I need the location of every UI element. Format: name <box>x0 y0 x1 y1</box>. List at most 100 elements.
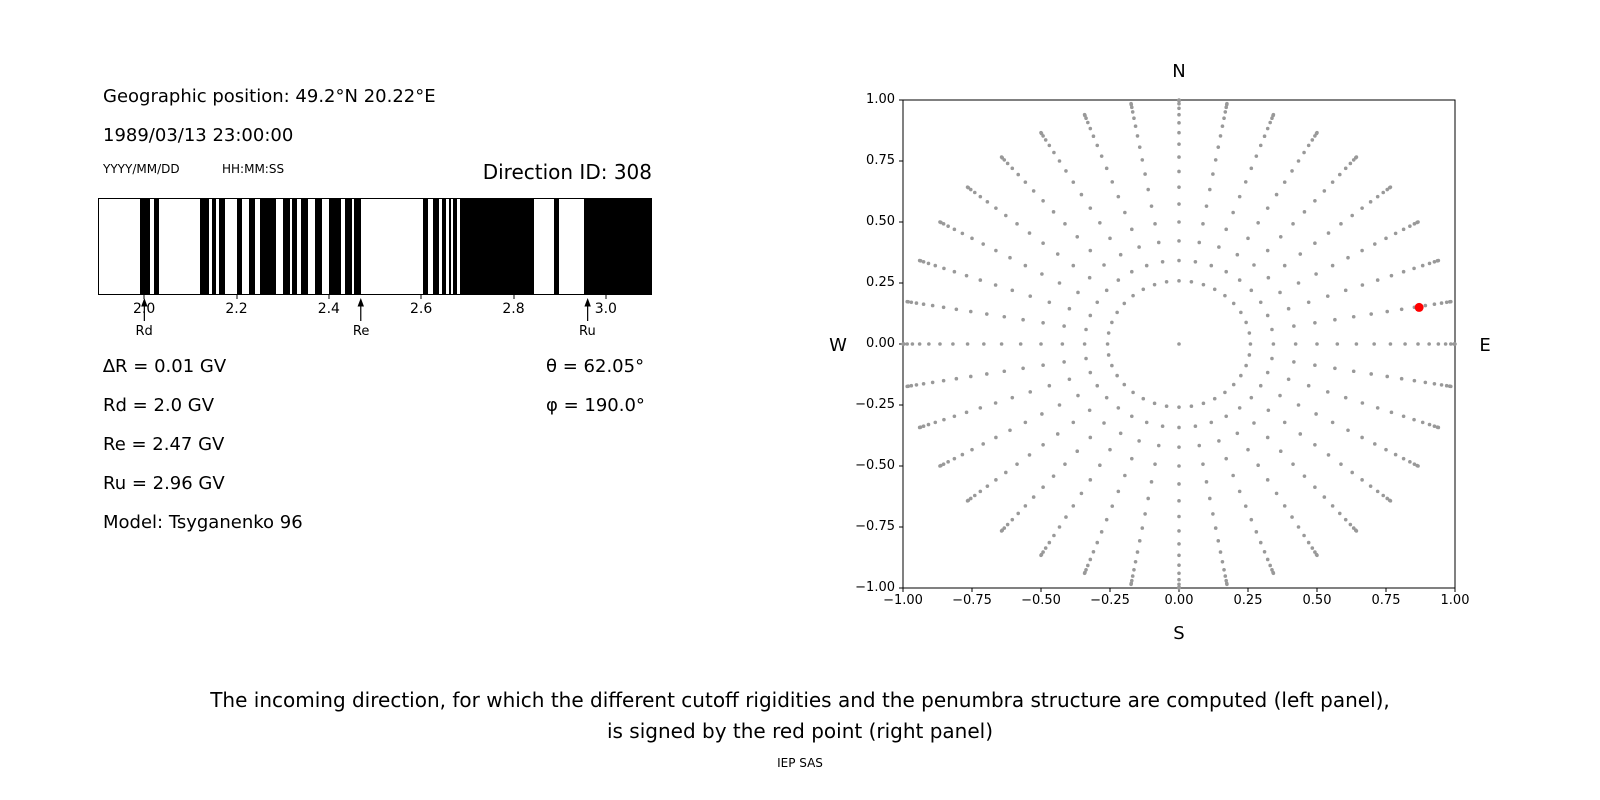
direction-grid-point <box>1021 366 1025 371</box>
direction-grid-point <box>1337 511 1342 516</box>
direction-grid-point <box>1224 414 1228 419</box>
direction-grid-point <box>1282 180 1287 184</box>
direction-grid-point <box>1122 382 1127 387</box>
direction-grid-point <box>1265 557 1270 562</box>
direction-grid-point <box>1339 222 1343 226</box>
direction-grid-point <box>1381 190 1386 195</box>
direction-grid-point <box>1351 369 1356 374</box>
direction-grid-point <box>1217 439 1221 443</box>
direction-grid-point <box>1306 383 1311 388</box>
direction-grid-point <box>1315 130 1319 135</box>
direction-grid-point <box>1115 373 1119 378</box>
direction-grid-point <box>1427 422 1432 427</box>
direction-grid-point <box>1027 453 1032 457</box>
direction-grid-point <box>1223 390 1227 395</box>
direction-grid-point <box>1177 185 1181 189</box>
penumbra-band <box>329 199 341 294</box>
direction-grid-point <box>1449 299 1453 304</box>
penumbra-band <box>432 199 440 294</box>
penumbra-band <box>453 199 457 294</box>
direction-grid-point <box>1177 202 1181 206</box>
penumbra-band <box>584 199 651 294</box>
direction-grid-point <box>1216 539 1221 543</box>
direction-grid-point <box>921 302 926 306</box>
direction-grid-point <box>1010 288 1015 293</box>
direction-grid-point <box>1130 105 1134 110</box>
direction-grid-point <box>1137 245 1141 249</box>
direction-grid-point <box>1133 124 1138 129</box>
direction-grid-point <box>1249 517 1254 522</box>
direction-grid-point <box>1177 155 1181 159</box>
direction-grid-point <box>1254 154 1259 158</box>
direction-grid-point <box>1110 504 1115 508</box>
direction-grid-point <box>1322 495 1327 499</box>
direction-grid-point <box>968 309 973 314</box>
direction-grid-point <box>1237 406 1242 410</box>
direction-y-tick-label: 1.00 <box>866 92 895 107</box>
direction-grid-point <box>1028 294 1033 298</box>
caption-line-1: The incoming direction, for which the di… <box>210 688 1390 712</box>
direction-grid-point <box>1330 180 1335 184</box>
direction-grid-point <box>1293 342 1298 346</box>
penumbra-band <box>283 199 290 294</box>
direction-grid-point <box>1212 396 1217 401</box>
direction-grid-point <box>1436 342 1441 346</box>
direction-grid-point <box>1286 377 1291 382</box>
direction-y-tick-label: −1.00 <box>855 580 895 595</box>
direction-grid-point <box>1193 424 1198 428</box>
direction-grid-point <box>1246 236 1250 241</box>
direction-grid-point <box>1039 553 1043 558</box>
direction-grid-point <box>1143 512 1147 516</box>
direction-grid-point <box>1201 282 1206 287</box>
direction-grid-point <box>1225 582 1229 587</box>
direction-grid-point <box>1375 489 1380 494</box>
penumbra-x-tick-mark <box>236 295 237 299</box>
direction-grid-point <box>1130 269 1134 274</box>
direction-grid-point <box>1149 480 1154 484</box>
direction-grid-point <box>1432 302 1437 306</box>
direction-grid-point <box>905 342 909 346</box>
direction-grid-point <box>1416 220 1420 224</box>
direction-grid-point <box>1252 263 1256 267</box>
direction-grid-point <box>1373 442 1377 446</box>
direction-grid-point <box>1052 150 1056 155</box>
direction-grid-point <box>1132 568 1136 572</box>
direction-grid-point <box>985 372 989 376</box>
direction-grid-point <box>1262 550 1267 554</box>
direction-grid-point <box>1177 482 1181 486</box>
direction-id-title: Direction ID: 308 <box>482 160 652 184</box>
direction-grid-point <box>1095 540 1100 545</box>
direction-grid-point <box>938 342 942 346</box>
direction-y-tick-label: −0.50 <box>855 458 895 473</box>
direction-grid-point <box>933 420 938 425</box>
direction-grid-point <box>1220 559 1225 564</box>
direction-grid-point <box>1177 553 1181 558</box>
direction-grid-point <box>1302 533 1306 538</box>
direction-grid-point <box>1177 586 1181 590</box>
direction-grid-point <box>1057 159 1062 163</box>
direction-grid-point <box>1177 258 1181 263</box>
direction-grid-point <box>1436 258 1441 263</box>
direction-grid-point <box>1270 327 1274 332</box>
direction-grid-point <box>1040 272 1044 276</box>
direction-grid-point <box>1302 474 1307 478</box>
direction-grid-point <box>1087 275 1092 280</box>
direction-grid-point <box>1439 301 1444 305</box>
direction-grid-point <box>1129 101 1133 106</box>
penumbra-band <box>200 199 210 294</box>
direction-grid-point <box>965 185 970 189</box>
direction-grid-point <box>1060 342 1065 346</box>
direction-grid-point <box>994 478 998 482</box>
direction-grid-point <box>1095 383 1100 388</box>
direction-grid-point <box>985 312 989 316</box>
direction-grid-point <box>905 384 909 389</box>
direction-grid-point <box>1350 213 1354 218</box>
penumbra-band <box>448 199 451 294</box>
direction-grid-point <box>1265 248 1270 253</box>
direction-grid-point <box>1082 342 1087 346</box>
direction-grid-point <box>1057 403 1062 407</box>
direction-grid-point <box>1189 404 1194 408</box>
direction-grid-point <box>952 269 957 274</box>
direction-grid-point <box>1021 317 1025 322</box>
direction-grid-point <box>1270 356 1274 361</box>
